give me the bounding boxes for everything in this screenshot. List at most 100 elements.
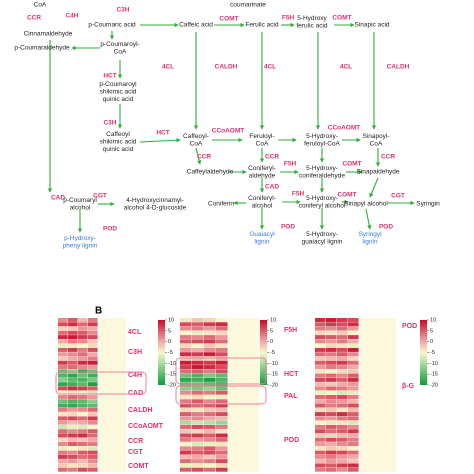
- lignin-type: Guaiacyl: [249, 231, 275, 238]
- heat-cell: [180, 467, 192, 472]
- heat-cell: [192, 467, 204, 472]
- heat-cell: [326, 347, 337, 352]
- heat-cell: [192, 330, 204, 335]
- pathway-arrows: [47, 22, 415, 233]
- heat-cell: [337, 467, 348, 472]
- heat-cell: [326, 339, 337, 344]
- heat-cell: [216, 450, 228, 455]
- enzyme: CGT: [93, 193, 107, 200]
- heat-cell: [326, 382, 337, 387]
- heat-cell: [88, 429, 98, 434]
- heat-cell: [58, 416, 68, 421]
- colorbar-tick-label: -5: [168, 350, 173, 356]
- heat-cell: [326, 360, 337, 365]
- compound: CoA: [114, 48, 127, 55]
- heat-cell: [216, 330, 228, 335]
- heat-cell: [180, 433, 192, 438]
- heat-cell: [192, 433, 204, 438]
- heat-cell: [216, 326, 228, 331]
- enzyme: CGT: [391, 193, 405, 200]
- heat-cell: [180, 318, 192, 322]
- heat-cell: [337, 335, 348, 340]
- heat-cell: [348, 365, 359, 370]
- heat-cell: [78, 446, 88, 451]
- heat-cell: [68, 420, 78, 425]
- heat-cell: [88, 390, 98, 395]
- compound: aldehyde: [249, 172, 276, 179]
- heat-cell: [88, 365, 98, 370]
- heat-cell: [68, 416, 78, 421]
- heat-cell: [180, 407, 192, 412]
- heat-cell: [337, 386, 348, 391]
- heat-cell: [348, 399, 359, 404]
- heat-cell: [315, 399, 326, 404]
- heat-cell: [216, 424, 228, 429]
- heat-cell: [326, 433, 337, 438]
- compound: feruloyl-CoA: [304, 140, 340, 147]
- heat-cell: [192, 420, 204, 425]
- heat-cell: [216, 339, 228, 344]
- heat-cell: [78, 369, 88, 374]
- heat-cell: [180, 390, 192, 395]
- compound: Sinapyl alcohol: [344, 201, 388, 208]
- colorbar-tick-label: 0: [430, 339, 433, 345]
- heat-cell: [204, 352, 216, 357]
- heat-cell: [315, 437, 326, 442]
- heat-cell: [204, 343, 216, 348]
- heat-cell: [58, 330, 68, 335]
- heat-cell: [337, 352, 348, 357]
- compound: Coniferin: [208, 201, 234, 208]
- compound: Ferulic acid: [245, 22, 279, 29]
- heat-cell: [180, 454, 192, 459]
- heat-cell: [348, 339, 359, 344]
- heat-cell: [58, 365, 68, 370]
- heat-cell: [180, 429, 192, 434]
- heat-cell: [78, 335, 88, 340]
- heat-cell: [337, 463, 348, 468]
- heat-cell: [58, 335, 68, 340]
- heat-cell: [180, 360, 192, 365]
- heat-cell: [326, 424, 337, 429]
- highlight-box: [175, 385, 267, 405]
- compound: coniferyl alcohol: [299, 202, 346, 209]
- heat-cell: [180, 377, 192, 382]
- enzyme: COMT: [342, 161, 361, 168]
- heat-cell: [204, 347, 216, 352]
- heat-cell: [192, 407, 204, 412]
- heat-cell: [216, 442, 228, 447]
- heat-cell: [58, 326, 68, 331]
- heat-cell: [326, 450, 337, 455]
- heat-cell: [58, 382, 68, 387]
- heat-cell: [78, 330, 88, 335]
- heat-cell: [204, 446, 216, 451]
- heat-cell: [78, 360, 88, 365]
- enzyme: CCR: [265, 154, 279, 161]
- heat-cell: [315, 377, 326, 382]
- enzyme: CCR: [27, 15, 41, 22]
- arrow: [365, 208, 372, 230]
- heat-cell: [216, 365, 228, 370]
- compound: 5-Hydroxy-: [306, 195, 338, 202]
- heat-cell: [315, 454, 326, 459]
- heat-cell: [88, 322, 98, 327]
- heat-cell: [348, 433, 359, 438]
- enzyme: CAD: [51, 195, 65, 202]
- heat-cell: [58, 459, 68, 464]
- heat-cell: [315, 467, 326, 472]
- heat-cell: [78, 377, 88, 382]
- compound: alcohol 4-D-glucoside: [124, 204, 187, 211]
- heat-cell: [78, 347, 88, 352]
- enzyme: COMT: [337, 192, 356, 199]
- heat-cell: [337, 407, 348, 412]
- heat-cell: [180, 395, 192, 399]
- heat-cell: [337, 429, 348, 434]
- heat-cell: [337, 343, 348, 348]
- compound: Caffeylaldehyde: [187, 169, 234, 176]
- colorbar-tick-label: -20: [270, 382, 278, 388]
- gene-family-label: CALDH: [128, 407, 153, 414]
- heat-cell: [204, 433, 216, 438]
- heat-cell: [68, 459, 78, 464]
- heat-cell: [88, 339, 98, 344]
- heat-cell: [88, 450, 98, 455]
